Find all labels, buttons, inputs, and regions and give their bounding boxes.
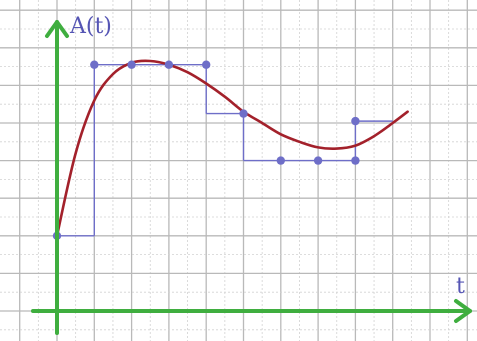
axes: [31, 20, 472, 335]
step-point: [276, 156, 285, 165]
step-point: [239, 109, 248, 118]
step-points: [52, 60, 360, 240]
curve-line: [55, 59, 409, 238]
step-point: [351, 116, 360, 126]
step-point: [90, 60, 99, 69]
y-axis-arrow: [45, 20, 69, 38]
step-point: [351, 156, 360, 165]
step-function: [57, 64, 393, 237]
curve-series: [55, 59, 409, 238]
step-point: [127, 60, 136, 69]
step-point: [164, 60, 174, 69]
y-axis-label: A(t): [69, 14, 112, 39]
x-axis-label: t: [456, 274, 465, 299]
x-axis-arrow: [454, 299, 472, 323]
step-point: [313, 156, 323, 165]
step-point: [202, 60, 211, 69]
